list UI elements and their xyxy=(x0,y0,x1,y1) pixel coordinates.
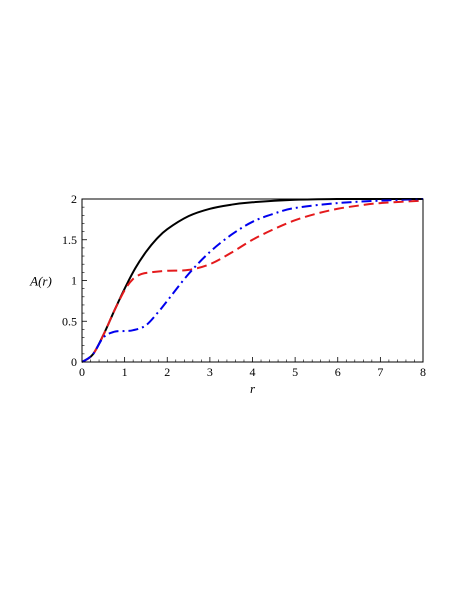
x-tick-label: 2 xyxy=(164,365,170,379)
x-tick-label: 6 xyxy=(335,365,341,379)
x-axis-ticks: 0 1 2 3 4 5 6 7 8 xyxy=(79,357,426,379)
x-tick-label: 8 xyxy=(420,365,426,379)
y-axis-ticks: 0 0.5 1 1.5 2 xyxy=(62,192,87,369)
y-tick-label: 2 xyxy=(71,192,77,206)
chart-curves xyxy=(81,197,424,363)
x-tick-label: 5 xyxy=(292,365,298,379)
series-line-3 xyxy=(81,198,424,363)
y-tick-label: 0 xyxy=(71,355,77,369)
y-axis-label: A(r) xyxy=(29,274,52,289)
series-line-1 xyxy=(81,197,423,363)
x-tick-label: 1 xyxy=(122,365,128,379)
x-tick-label: 7 xyxy=(377,365,383,379)
y-tick-label: 1 xyxy=(71,274,77,288)
x-axis-label: r xyxy=(250,381,256,396)
x-tick-label: 3 xyxy=(207,365,213,379)
series-line-2 xyxy=(81,199,424,363)
x-tick-label: 0 xyxy=(79,365,85,379)
x-tick-label: 4 xyxy=(250,365,256,379)
plot-frame xyxy=(81,198,424,363)
y-tick-label: 0.5 xyxy=(62,314,77,328)
y-tick-label: 1.5 xyxy=(62,233,77,247)
